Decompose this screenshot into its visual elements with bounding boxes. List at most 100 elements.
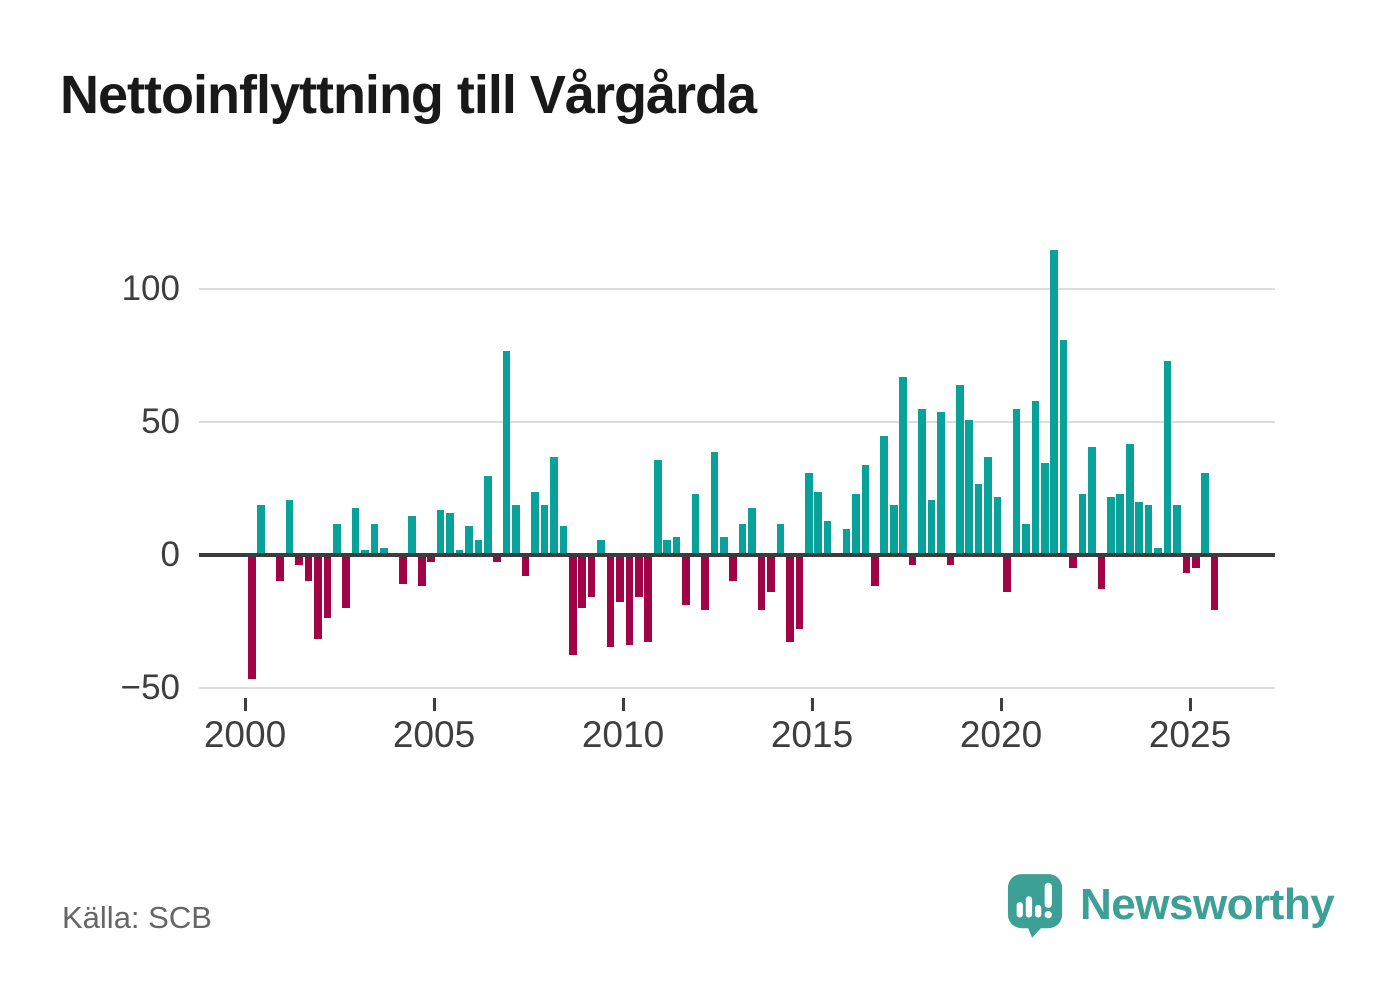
bar-2020Q2 [1012,409,1021,553]
bar-2012Q4 [729,557,738,581]
bar-2017Q1 [889,505,898,553]
x-tick-label-2005: 2005 [392,714,476,755]
bar-2024Q3 [1173,505,1181,553]
bar-2012Q3 [720,537,728,553]
zero-axis-line [199,553,1275,557]
bar-2004Q1 [399,557,407,584]
bar-2021Q3 [1059,340,1068,553]
bar-2009Q1 [587,557,596,597]
bar-2009Q4 [616,557,624,603]
y-tick-label-50: 50 [141,402,180,441]
bar-2001Q1 [285,499,294,553]
x-tick-label-2010: 2010 [581,714,665,755]
bar-2002Q1 [323,557,332,619]
bar-2006Q4 [502,350,511,553]
bar-2012Q2 [710,451,719,553]
bar-2022Q4 [1107,497,1115,553]
bar-2019Q3 [984,457,992,553]
bar-2010Q4 [653,459,662,553]
bar-2007Q4 [540,505,549,553]
bar-2003Q2 [370,523,379,553]
bar-2001Q3 [304,557,313,581]
bar-2018Q4 [956,385,964,553]
source-caption: Källa: SCB [62,900,212,935]
bar-2014Q4 [804,473,813,553]
x-tick-label-2015: 2015 [770,714,854,755]
x-tick-2005 [433,698,436,711]
bar-2021Q4 [1069,557,1077,568]
bar-2017Q2 [899,377,907,553]
bar-2021Q1 [1040,462,1049,553]
bar-2011Q4 [691,494,700,553]
bar-2006Q2 [484,475,492,553]
y-tick-label-100: 100 [121,269,180,308]
bar-2025Q2 [1201,473,1210,553]
bar-2023Q4 [1144,505,1153,553]
bar-2010Q1 [625,557,634,645]
bar-2008Q3 [568,557,577,656]
bar-2004Q3 [417,557,426,587]
bar-2000Q1 [248,557,256,680]
bar-2024Q1 [1154,547,1162,553]
bar-2013Q4 [767,557,775,592]
x-tick-2000 [244,698,247,711]
bar-2013Q2 [748,507,756,553]
bar-2018Q3 [946,557,955,565]
bar-2025Q3 [1210,557,1219,611]
bar-2008Q1 [550,457,558,553]
newsworthy-logo: Newsworthy [1006,872,1335,938]
bar-2007Q3 [531,491,539,553]
y-tick-label--50: −50 [120,668,180,707]
bar-2005Q1 [436,510,445,553]
bar-2010Q2 [635,557,643,597]
bar-2001Q4 [314,557,322,640]
bar-2006Q3 [493,557,502,563]
bar-2024Q4 [1182,557,1191,573]
bar-2002Q3 [342,557,350,608]
bar-2010Q3 [644,557,653,643]
x-tick-label-2025: 2025 [1148,714,1232,755]
bar-2015Q2 [823,521,832,553]
bar-2009Q2 [597,539,605,553]
bar-2004Q2 [408,515,417,553]
bar-2025Q1 [1192,557,1200,568]
bar-2017Q3 [908,557,917,565]
bar-2011Q2 [672,537,681,553]
gridline--50 [199,687,1275,689]
bar-2018Q2 [937,412,945,553]
bar-2007Q1 [512,505,520,553]
bar-2014Q3 [795,557,804,629]
bar-2015Q1 [814,491,822,553]
bar-2000Q4 [276,557,284,581]
x-tick-2010 [622,698,625,711]
x-tick-label-2000: 2000 [203,714,287,755]
bar-2016Q3 [871,557,879,587]
bar-2008Q4 [578,557,586,608]
bar-2014Q1 [776,523,785,553]
bar-2022Q1 [1078,494,1087,553]
bar-2020Q3 [1022,523,1030,553]
bar-2008Q2 [559,526,568,553]
bar-2013Q1 [738,523,747,553]
bar-2001Q2 [295,557,303,565]
y-tick-label-0: 0 [160,535,180,574]
bar-2005Q4 [465,526,473,553]
bar-2000Q2 [257,505,266,553]
x-tick-2025 [1189,698,1192,711]
bar-2006Q1 [474,539,483,553]
bar-2016Q4 [880,435,889,553]
bar-2011Q1 [663,539,671,553]
bar-2019Q2 [974,483,983,553]
bar-2016Q1 [852,494,860,553]
bar-2009Q3 [606,557,615,648]
bar-2019Q1 [965,420,974,553]
bar-2004Q4 [427,557,435,563]
bar-2015Q4 [842,529,851,553]
bar-2020Q4 [1031,401,1040,553]
bar-2005Q2 [446,513,454,553]
bar-2011Q3 [682,557,690,605]
bar-2002Q2 [332,523,341,553]
bar-2023Q2 [1125,443,1134,553]
bar-2022Q2 [1088,446,1096,553]
